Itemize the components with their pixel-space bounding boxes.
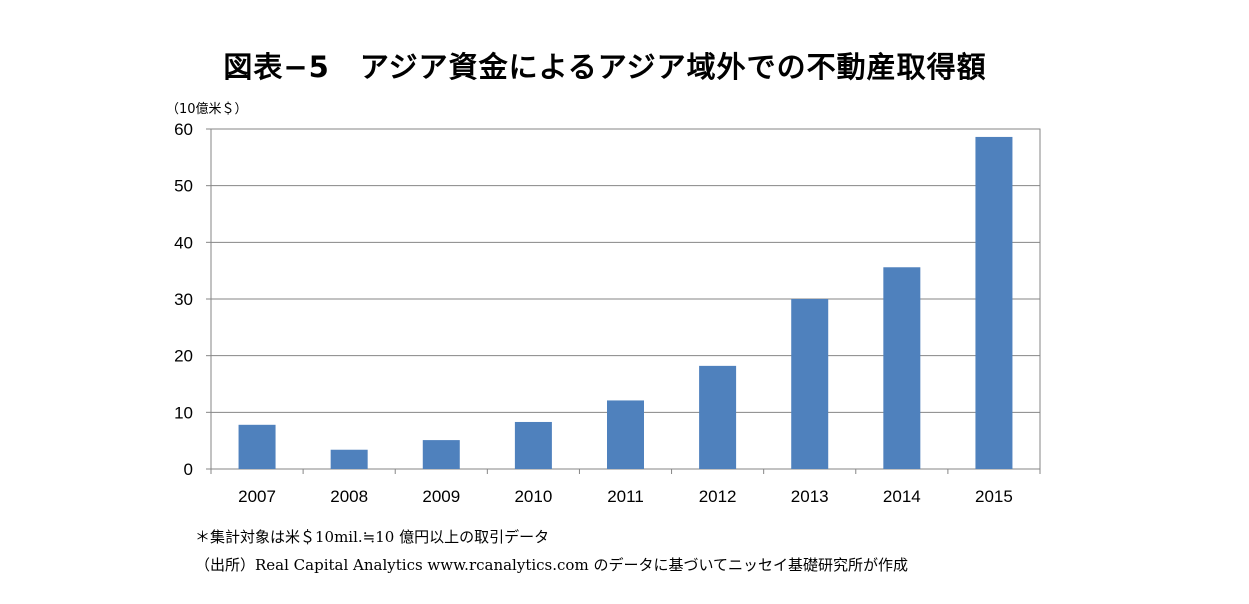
- x-tick-label: 2014: [883, 487, 921, 506]
- y-tick-label: 20: [174, 347, 193, 366]
- bar-2013: [791, 299, 829, 469]
- bar-2010: [514, 421, 552, 469]
- bar-2008: [330, 449, 368, 469]
- bar-2012: [699, 365, 737, 469]
- x-tick-label: 2008: [330, 487, 368, 506]
- x-tick-label: 2010: [514, 487, 552, 506]
- y-tick-label: 60: [174, 120, 193, 139]
- bar-2011: [607, 400, 644, 469]
- y-tick-label: 0: [184, 460, 193, 479]
- footnotes: ＊集計対象は米＄10mil.≒10 億円以上の取引データ （出所）Real Ca…: [195, 523, 908, 579]
- bar-2015: [975, 136, 1013, 469]
- y-tick-label: 10: [174, 403, 193, 422]
- x-tick-label: 2009: [422, 487, 460, 506]
- x-tick-label: 2015: [975, 487, 1013, 506]
- bar-2009: [422, 440, 460, 469]
- y-tick-label: 50: [174, 177, 193, 196]
- chart-title: 図表−5 アジア資金によるアジア域外での不動産取得額: [223, 50, 987, 84]
- y-tick-label: 40: [174, 233, 193, 252]
- x-tick-label: 2011: [607, 487, 644, 506]
- footnote-scope: ＊集計対象は米＄10mil.≒10 億円以上の取引データ: [195, 528, 550, 546]
- y-axis-unit-label: （10億米＄）: [166, 102, 248, 117]
- x-tick-label: 2007: [238, 487, 276, 506]
- bar-2014: [883, 267, 921, 469]
- bar-2007: [238, 424, 276, 469]
- x-tick-label: 2013: [791, 487, 829, 506]
- y-tick-label: 30: [174, 290, 193, 309]
- x-tick-label: 2012: [699, 487, 737, 506]
- footnote-source: （出所）Real Capital Analytics www.rcanalyti…: [195, 556, 908, 574]
